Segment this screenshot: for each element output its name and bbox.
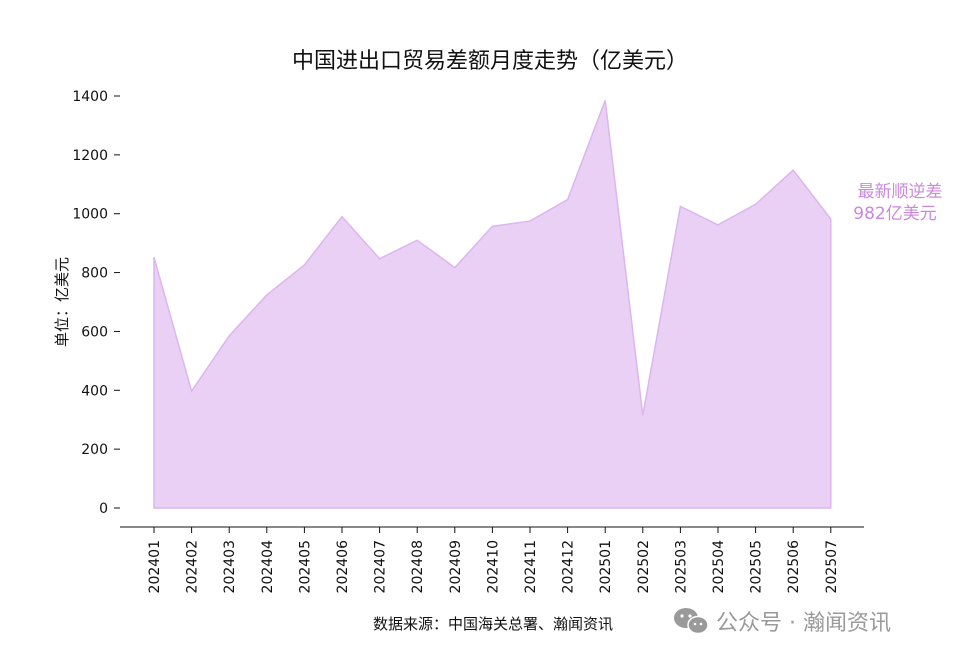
y-tick-label: 1400 [72,89,108,105]
y-tick-label: 0 [99,501,108,517]
ticks: 0 200 400 600 800 1000 1200 1400 202401 202402 202… [72,89,839,593]
x-tick-label: 202408 [410,540,426,593]
y-axis-label: 单位：亿美元 [53,257,71,347]
x-tick-label: 202410 [485,540,501,593]
x-tick-label: 202507 [824,540,840,593]
y-tick-label: 1000 [72,207,108,223]
x-tick-label: 202505 [749,540,765,593]
x-tick-label: 202501 [598,540,614,593]
x-tick-label: 202407 [373,540,389,593]
x-tick-label: 202411 [523,540,539,593]
y-tick-label: 400 [81,383,108,399]
x-tick-label: 202401 [147,540,163,593]
x-tick-label: 202405 [297,540,313,593]
x-tick-label: 202502 [636,540,652,593]
annotation-line-1: 最新顺逆差 [858,182,943,202]
y-tick-label: 800 [81,266,108,282]
x-tick-label: 202506 [786,540,802,594]
chart-title: 中国进出口贸易差额月度走势（亿美元） [292,49,688,74]
x-tick-label: 202504 [711,540,727,594]
x-tick-label: 202412 [561,540,577,593]
x-tick-label: 202402 [185,540,201,593]
wechat-icon [674,608,709,635]
annotation-line-2: 982亿美元 [853,204,936,224]
watermark-text: 公众号 · 瀚闻资讯 [716,611,891,636]
y-tick-label: 600 [81,324,108,340]
x-tick-label: 202503 [673,540,689,593]
plot-area [153,100,832,509]
x-tick-label: 202406 [335,540,351,594]
source-note: 数据来源：中国海关总署、瀚闻资讯 [373,615,613,633]
area-fill [153,100,832,509]
y-tick-label: 1200 [72,148,108,164]
x-tick-label: 202404 [260,540,276,594]
x-tick-label: 202403 [222,540,238,593]
x-tick-label: 202409 [448,540,464,593]
y-tick-label: 200 [81,442,108,458]
